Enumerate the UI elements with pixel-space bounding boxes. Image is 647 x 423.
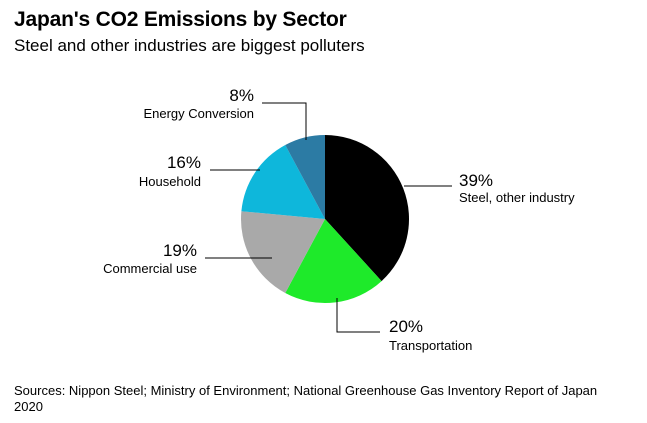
leader-lines: [205, 102, 452, 333]
slice-percent-transportation: 20%: [389, 317, 423, 336]
slice-label-steel-other-industry: Steel, other industry: [459, 190, 575, 205]
slice-percent-steel-other-industry: 39%: [459, 171, 493, 190]
slice-label-energy-conversion: Energy Conversion: [143, 106, 254, 121]
pie-slice-transportation: [285, 219, 382, 304]
source-note: Sources: Nippon Steel; Ministry of Envir…: [14, 383, 598, 414]
pie-slice-energy-conversion: [285, 135, 325, 219]
slice-labels: 39%Steel, other industry 20% Transportatio…: [103, 86, 575, 353]
pie-slices: [241, 135, 410, 304]
slice-label-commercial-use: Commercial use: [103, 261, 197, 276]
chart-title: Japan's CO2 Emissions by Sector: [14, 8, 347, 31]
chart-subtitle: Steel and other industries are biggest p…: [14, 36, 365, 55]
slice-percent-energy-conversion: 8%: [229, 86, 254, 105]
slice-label-transportation: Transportation: [389, 338, 472, 353]
slice-percent-household: 16%: [167, 153, 201, 172]
slice-percent-commercial-use: 19%: [163, 241, 197, 260]
slice-label-household: Household: [139, 174, 201, 189]
pie-slice-steel-other-industry: [325, 135, 410, 282]
leader-line-transportation: [336, 298, 380, 333]
pie-slice-household: [241, 144, 325, 219]
leader-line-energy-conversion: [262, 102, 307, 140]
pie-slice-commercial-use: [241, 211, 325, 294]
